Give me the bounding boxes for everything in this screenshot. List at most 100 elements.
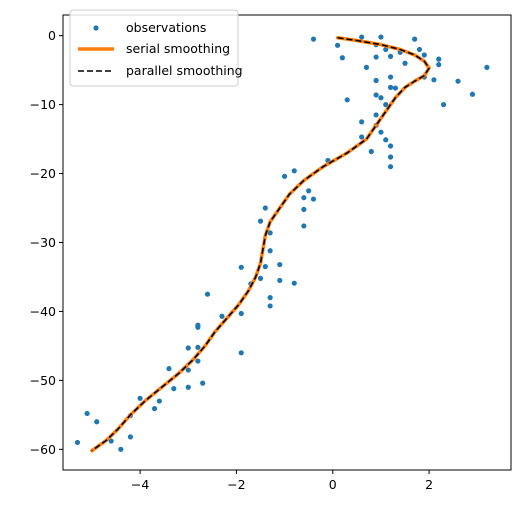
legend: observations serial smoothing parallel s…	[69, 9, 243, 87]
observation-point	[301, 223, 307, 229]
observation-point	[431, 77, 437, 83]
observation-point	[267, 248, 273, 254]
observation-point	[484, 64, 490, 70]
observation-point	[402, 60, 408, 66]
y-tick-label: −60	[30, 442, 56, 457]
observation-point	[339, 55, 345, 61]
observation-point	[267, 303, 273, 309]
legend-serial-label: serial smoothing	[126, 41, 230, 56]
series-layer	[74, 34, 490, 453]
parallel-smoothing-line	[91, 36, 430, 452]
observation-point	[344, 97, 350, 103]
y-tick-label: −10	[30, 97, 56, 112]
observation-point	[387, 164, 394, 170]
observation-point	[387, 143, 394, 149]
observation-point	[392, 85, 398, 91]
legend-observations-label: observations	[126, 20, 206, 35]
observation-point	[108, 438, 114, 444]
y-tick-label: −40	[30, 304, 56, 319]
observation-point	[301, 206, 307, 213]
observation-point	[387, 74, 394, 80]
legend-box	[69, 9, 239, 87]
observation-point	[137, 395, 143, 401]
observation-point	[151, 406, 158, 412]
observation-point	[421, 52, 427, 58]
y-tick-label: −50	[30, 373, 56, 388]
observation-point	[267, 230, 273, 236]
observation-point	[440, 102, 447, 108]
x-tick-label: −2	[227, 477, 245, 492]
observation-point	[204, 291, 211, 297]
observation-point	[238, 350, 244, 356]
x-tick-label: 0	[329, 477, 337, 492]
observation-point	[166, 366, 172, 372]
observation-point	[387, 154, 394, 160]
observation-point	[373, 112, 379, 118]
observation-point	[262, 205, 268, 211]
observation-point	[74, 439, 81, 446]
y-tick-label: −30	[30, 235, 56, 250]
observation-point	[195, 324, 201, 330]
observation-point	[195, 344, 201, 350]
observation-point	[310, 36, 317, 42]
observation-point	[455, 78, 461, 84]
observation-point	[310, 196, 317, 202]
observation-point	[373, 54, 379, 60]
x-tick-label: −4	[131, 477, 149, 492]
observation-point	[373, 92, 379, 98]
observation-point	[334, 42, 341, 48]
observation-point	[383, 137, 389, 143]
observation-point	[185, 367, 191, 373]
y-tick-label: 0	[48, 28, 56, 43]
observation-point	[363, 64, 370, 70]
plot-area	[63, 15, 511, 470]
observation-point	[267, 295, 273, 301]
observation-point	[416, 46, 423, 53]
observation-point	[306, 188, 312, 194]
observation-point	[412, 36, 418, 42]
observation-point	[469, 91, 476, 97]
observation-point	[257, 275, 264, 281]
ticks-layer: −4 −2 0 20−10−20−30−40−50−60	[30, 28, 433, 492]
observation-point	[359, 119, 365, 125]
legend-observations-marker	[93, 25, 99, 31]
observation-point	[436, 56, 442, 62]
legend-parallel-label: parallel smoothing	[126, 63, 243, 78]
observation-point	[185, 345, 191, 351]
observation-point	[156, 398, 162, 404]
observation-point	[387, 84, 394, 90]
observation-point	[281, 173, 288, 179]
observation-point	[219, 313, 225, 319]
observation-point	[277, 277, 283, 284]
observation-point	[373, 77, 379, 84]
observation-point	[94, 419, 100, 425]
observation-point	[118, 446, 124, 452]
observation-point	[378, 129, 384, 135]
observation-point	[185, 384, 191, 390]
observation-point	[378, 34, 384, 40]
observation-point	[171, 386, 177, 392]
observation-point	[127, 434, 134, 440]
observation-point	[383, 46, 389, 53]
observation-point	[277, 261, 283, 268]
observation-point	[383, 102, 389, 108]
observation-point	[238, 264, 244, 270]
y-tick-label: −20	[30, 166, 56, 181]
observation-point	[387, 53, 394, 59]
observation-point	[359, 34, 365, 40]
observation-point	[378, 95, 384, 101]
x-tick-label: 2	[425, 477, 433, 492]
observation-point	[301, 195, 307, 201]
observation-point	[262, 264, 268, 270]
observation-point	[291, 168, 297, 174]
observation-point	[291, 280, 297, 286]
observation-point	[368, 148, 374, 155]
observation-point	[238, 310, 244, 317]
observation-point	[195, 358, 201, 364]
observation-point	[359, 134, 365, 140]
observation-point	[84, 410, 90, 417]
observation-point	[257, 218, 264, 224]
observation-point	[436, 62, 442, 68]
observation-point	[200, 380, 206, 386]
